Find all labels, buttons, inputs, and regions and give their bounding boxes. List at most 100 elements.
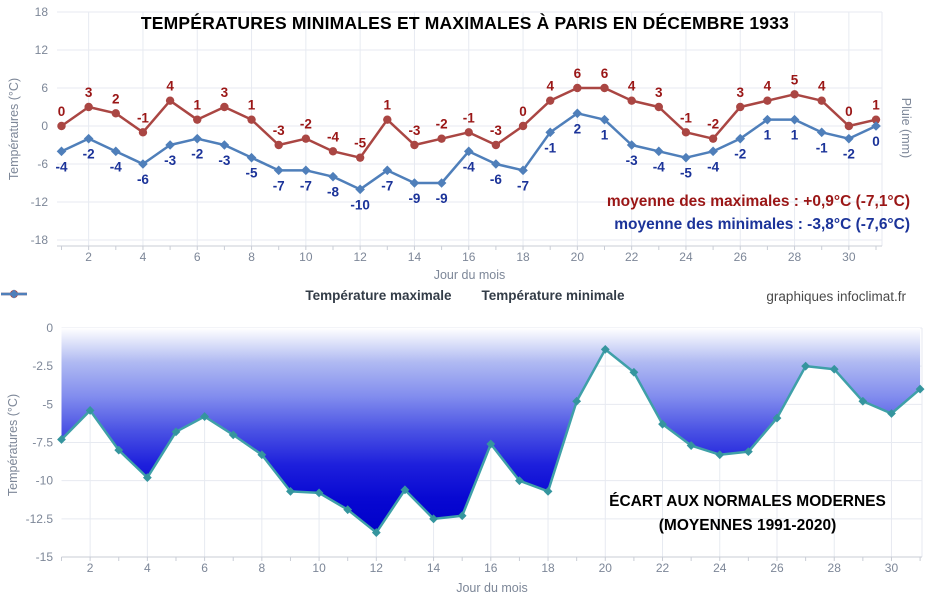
- point-min[interactable]: [165, 140, 175, 150]
- data-label-min: 1: [791, 128, 799, 143]
- ecart-point[interactable]: [114, 445, 124, 455]
- data-label-min: -6: [490, 172, 502, 187]
- point-max[interactable]: [111, 109, 121, 118]
- point-min[interactable]: [246, 152, 257, 163]
- point-max[interactable]: [383, 115, 392, 124]
- point-max[interactable]: [274, 140, 283, 150]
- ecart-point[interactable]: [600, 344, 610, 354]
- point-min[interactable]: [816, 127, 827, 138]
- ecart-point[interactable]: [772, 413, 782, 423]
- point-min[interactable]: [789, 114, 800, 125]
- ecart-point[interactable]: [429, 514, 438, 524]
- point-max[interactable]: [518, 121, 528, 131]
- point-min[interactable]: [192, 133, 203, 144]
- point-max[interactable]: [247, 115, 256, 124]
- point-max[interactable]: [437, 134, 446, 143]
- ecart-point[interactable]: [486, 439, 496, 449]
- point-min[interactable]: [654, 146, 664, 157]
- point-max[interactable]: [57, 121, 66, 131]
- ecart-point[interactable]: [343, 505, 353, 515]
- point-min[interactable]: [762, 114, 773, 125]
- point-max[interactable]: [600, 83, 609, 93]
- point-min[interactable]: [111, 146, 121, 157]
- point-max[interactable]: [491, 140, 501, 150]
- point-max[interactable]: [84, 102, 93, 112]
- ecart-point[interactable]: [400, 485, 410, 495]
- point-min[interactable]: [681, 152, 691, 163]
- point-max[interactable]: [654, 102, 663, 112]
- ecart-point[interactable]: [142, 473, 152, 483]
- x-tick-label: 28: [828, 561, 842, 575]
- point-min[interactable]: [735, 133, 746, 144]
- point-min[interactable]: [463, 146, 474, 157]
- ecart-point[interactable]: [743, 447, 753, 457]
- point-min[interactable]: [871, 121, 881, 131]
- point-max[interactable]: [165, 96, 175, 105]
- point-max[interactable]: [790, 90, 799, 99]
- point-min[interactable]: [355, 184, 365, 195]
- point-min[interactable]: [138, 159, 148, 169]
- ecart-point[interactable]: [57, 435, 66, 444]
- ecart-point[interactable]: [572, 396, 582, 406]
- point-min[interactable]: [273, 165, 284, 176]
- point-min[interactable]: [844, 133, 854, 144]
- point-max[interactable]: [220, 102, 229, 112]
- ecart-point[interactable]: [171, 427, 181, 437]
- point-min[interactable]: [328, 171, 338, 182]
- x-tick-label: 4: [140, 250, 147, 264]
- data-label-min: -2: [83, 147, 95, 162]
- ecart-point[interactable]: [228, 430, 238, 440]
- point-max[interactable]: [301, 134, 311, 143]
- ecart-point[interactable]: [85, 406, 95, 415]
- point-min[interactable]: [626, 140, 637, 150]
- legend-item-min[interactable]: Température minimale: [1, 288, 625, 303]
- ecart-point[interactable]: [887, 409, 896, 418]
- point-max[interactable]: [627, 96, 636, 105]
- point-min[interactable]: [56, 146, 67, 157]
- point-min[interactable]: [409, 178, 420, 188]
- ecart-point[interactable]: [457, 511, 467, 521]
- ecart-point[interactable]: [658, 419, 667, 429]
- point-min[interactable]: [572, 108, 583, 119]
- data-label-max: -2: [707, 117, 719, 132]
- point-max[interactable]: [193, 115, 202, 124]
- point-min[interactable]: [491, 159, 501, 169]
- point-min[interactable]: [708, 146, 718, 157]
- point-min[interactable]: [545, 127, 555, 138]
- point-max[interactable]: [763, 96, 772, 105]
- ecart-point[interactable]: [200, 412, 209, 421]
- point-max[interactable]: [708, 134, 718, 143]
- point-min[interactable]: [436, 178, 447, 188]
- point-min[interactable]: [83, 133, 94, 144]
- ecart-point[interactable]: [515, 476, 524, 486]
- ecart-point[interactable]: [286, 486, 295, 496]
- point-min[interactable]: [219, 140, 230, 150]
- point-max[interactable]: [844, 121, 854, 131]
- point-max[interactable]: [736, 102, 745, 112]
- point-max[interactable]: [546, 96, 555, 105]
- ecart-point[interactable]: [858, 396, 868, 406]
- ecart-point[interactable]: [314, 488, 324, 498]
- ecart-point[interactable]: [629, 367, 639, 377]
- data-label-max: -2: [436, 117, 448, 132]
- point-max[interactable]: [138, 128, 148, 137]
- ecart-point[interactable]: [257, 450, 267, 460]
- ecart-point[interactable]: [715, 450, 725, 460]
- point-max[interactable]: [328, 147, 338, 156]
- point-max[interactable]: [817, 96, 826, 105]
- point-min[interactable]: [599, 114, 610, 125]
- point-max[interactable]: [681, 128, 691, 137]
- point-min[interactable]: [301, 165, 311, 176]
- point-max[interactable]: [410, 140, 419, 150]
- point-min[interactable]: [518, 165, 528, 176]
- point-max[interactable]: [355, 153, 365, 162]
- ecart-point[interactable]: [543, 486, 553, 496]
- y-axis-title-left: Températures (°C): [7, 77, 21, 181]
- point-max[interactable]: [573, 83, 582, 93]
- ecart-point[interactable]: [371, 528, 381, 537]
- point-min[interactable]: [382, 165, 393, 176]
- legend-item-max[interactable]: Température maximale: [1, 288, 452, 303]
- point-max[interactable]: [871, 115, 881, 124]
- ecart-point[interactable]: [915, 384, 925, 394]
- point-max[interactable]: [464, 128, 473, 137]
